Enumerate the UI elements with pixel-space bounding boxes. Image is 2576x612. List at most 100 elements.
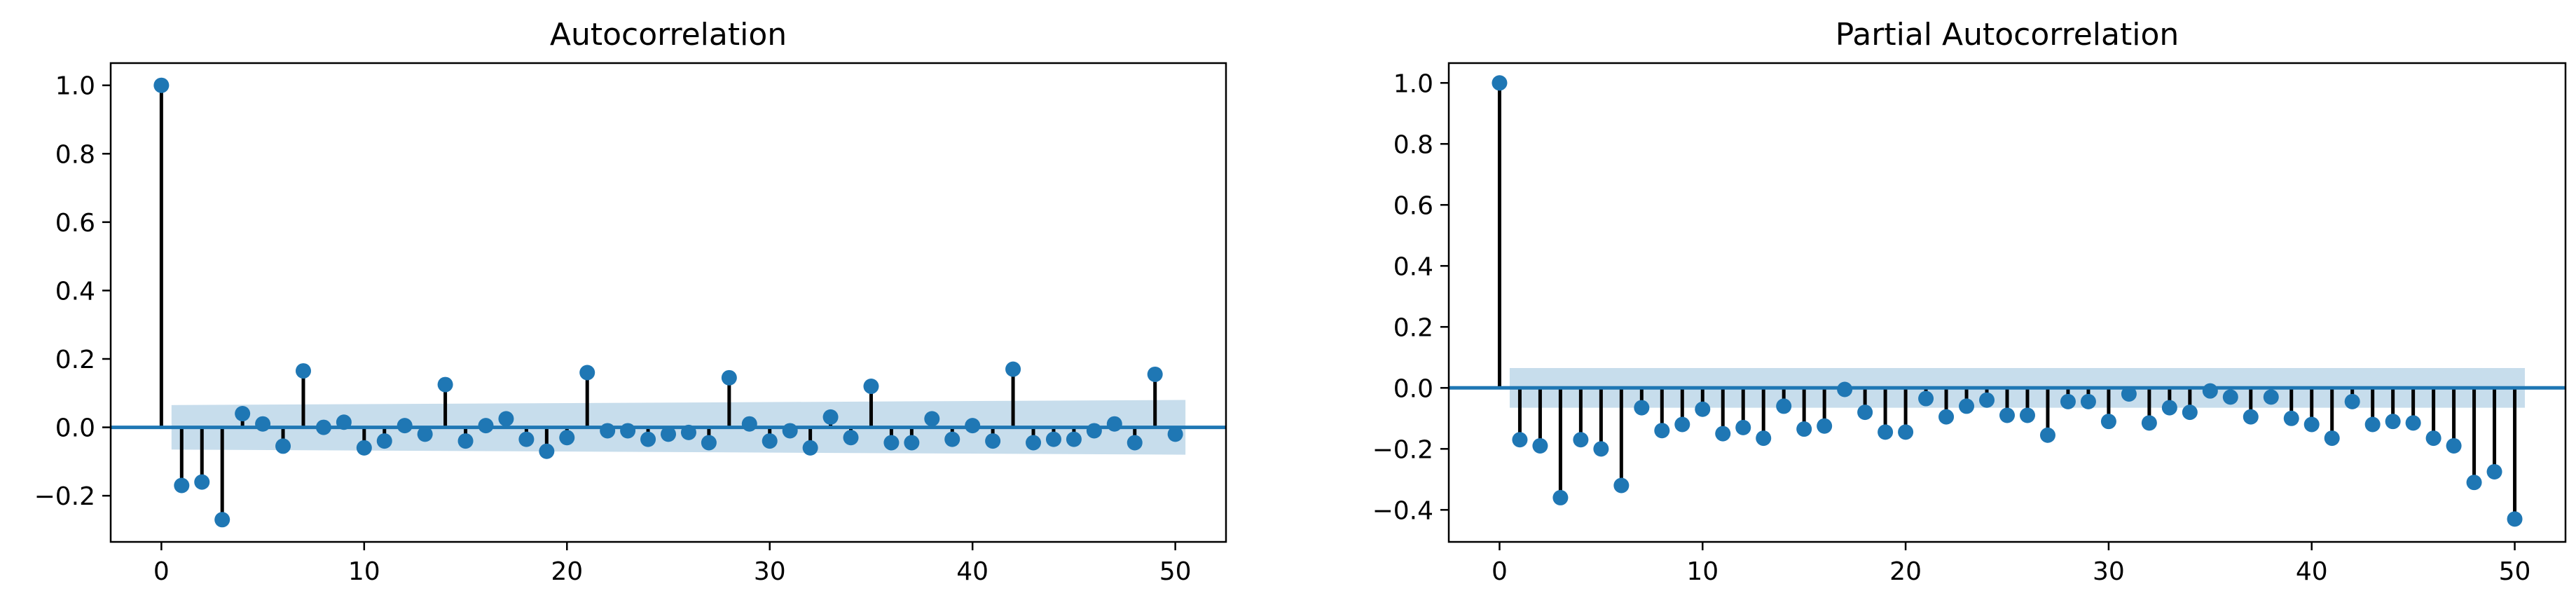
- data-point: [2182, 404, 2198, 421]
- data-point: [255, 416, 271, 432]
- x-tick-label: 50: [1159, 557, 1192, 586]
- data-point: [1593, 441, 1609, 457]
- axes-frame: [1447, 62, 2567, 543]
- y-tick-label: 0.6: [55, 209, 95, 238]
- data-point: [336, 414, 352, 430]
- data-point: [2141, 415, 2157, 431]
- data-point: [1878, 424, 1894, 440]
- data-point: [315, 419, 331, 435]
- y-tick-label: 1.0: [55, 72, 95, 101]
- data-point: [2364, 416, 2381, 433]
- data-point: [2486, 463, 2502, 480]
- data-point: [1695, 401, 1711, 417]
- acf-panel: 0 10 20 30 40 50 −0.2 0.0 0.2 0.4 0.6 0.8 1.0 Autocor…: [34, 17, 1227, 586]
- data-point: [1167, 426, 1183, 442]
- data-point: [1066, 431, 1082, 447]
- y-tick-label: −0.2: [1372, 435, 1433, 464]
- data-point: [944, 431, 960, 447]
- data-point: [2405, 415, 2421, 431]
- data-point: [498, 411, 514, 427]
- data-point: [559, 430, 575, 446]
- x-tick-label: 10: [348, 557, 380, 586]
- data-point: [822, 409, 839, 425]
- data-point: [721, 369, 737, 386]
- y-tick-label: 0.4: [1393, 252, 1433, 281]
- axes-frame: [109, 62, 1227, 543]
- data-point: [1735, 419, 1751, 435]
- data-point: [1857, 404, 1873, 421]
- data-point: [2446, 437, 2462, 454]
- data-point: [2222, 389, 2238, 405]
- data-point: [1552, 489, 1569, 505]
- x-tick-label: 40: [2296, 557, 2328, 586]
- data-point: [194, 474, 210, 490]
- chart-title: Autocorrelation: [550, 17, 787, 53]
- data-point: [782, 423, 798, 439]
- data-point: [1715, 426, 1731, 442]
- data-point: [1918, 390, 1934, 407]
- data-point: [1127, 435, 1143, 451]
- data-point: [1959, 398, 1975, 414]
- y-tick-label: 1.0: [1393, 69, 1433, 98]
- data-point: [457, 433, 474, 449]
- y-tick-label: 0.8: [1393, 130, 1433, 159]
- data-point: [762, 433, 778, 449]
- x-tick-label: 50: [2499, 557, 2531, 586]
- data-point: [1837, 381, 1853, 397]
- data-point: [153, 77, 170, 93]
- data-point: [579, 365, 595, 381]
- data-point: [2121, 386, 2137, 402]
- data-point: [965, 418, 981, 434]
- x-tick-label: 30: [2093, 557, 2125, 586]
- y-tick-label: 0.2: [55, 346, 95, 374]
- data-point: [437, 376, 453, 393]
- data-point: [1573, 432, 1589, 448]
- data-point: [539, 443, 555, 459]
- data-point: [1045, 431, 1061, 447]
- data-point: [2080, 393, 2096, 409]
- data-point: [741, 416, 757, 432]
- data-point: [1817, 418, 1833, 434]
- x-tick-label: 20: [551, 557, 583, 586]
- data-point: [863, 379, 879, 395]
- data-point: [417, 426, 433, 442]
- data-point: [883, 435, 900, 451]
- data-point: [843, 430, 859, 446]
- data-point: [2100, 414, 2116, 430]
- data-point: [1654, 423, 1670, 439]
- data-point: [2202, 383, 2218, 399]
- data-point: [1796, 421, 1812, 437]
- data-point: [2385, 414, 2401, 430]
- y-tick-label: −0.4: [1372, 496, 1433, 525]
- data-point: [2263, 389, 2279, 405]
- data-point: [924, 411, 940, 427]
- data-point: [295, 363, 311, 379]
- data-point: [2507, 511, 2523, 527]
- data-point: [2303, 416, 2320, 433]
- data-point: [2019, 407, 2035, 423]
- data-point: [1086, 423, 1102, 439]
- data-point: [2161, 400, 2177, 416]
- y-tick-label: 0.6: [1393, 191, 1433, 220]
- data-point: [174, 477, 190, 494]
- x-tick-label: 0: [153, 557, 170, 586]
- data-point: [1005, 361, 1021, 377]
- data-point: [680, 424, 696, 440]
- data-point: [1898, 424, 1914, 440]
- data-point: [2039, 427, 2055, 443]
- data-point: [701, 435, 717, 451]
- y-tick-label: 0.4: [55, 277, 95, 306]
- data-point: [518, 431, 535, 447]
- data-point: [1756, 430, 1772, 447]
- y-tick-label: 0.2: [1393, 313, 1433, 342]
- data-point: [620, 423, 636, 439]
- data-point: [1979, 392, 1995, 408]
- data-point: [600, 423, 616, 439]
- data-point: [1026, 435, 1042, 451]
- data-point: [2344, 393, 2360, 409]
- y-tick-label: 0.0: [1393, 374, 1433, 403]
- data-point: [2425, 430, 2441, 447]
- data-point: [478, 418, 494, 434]
- data-point: [640, 431, 656, 447]
